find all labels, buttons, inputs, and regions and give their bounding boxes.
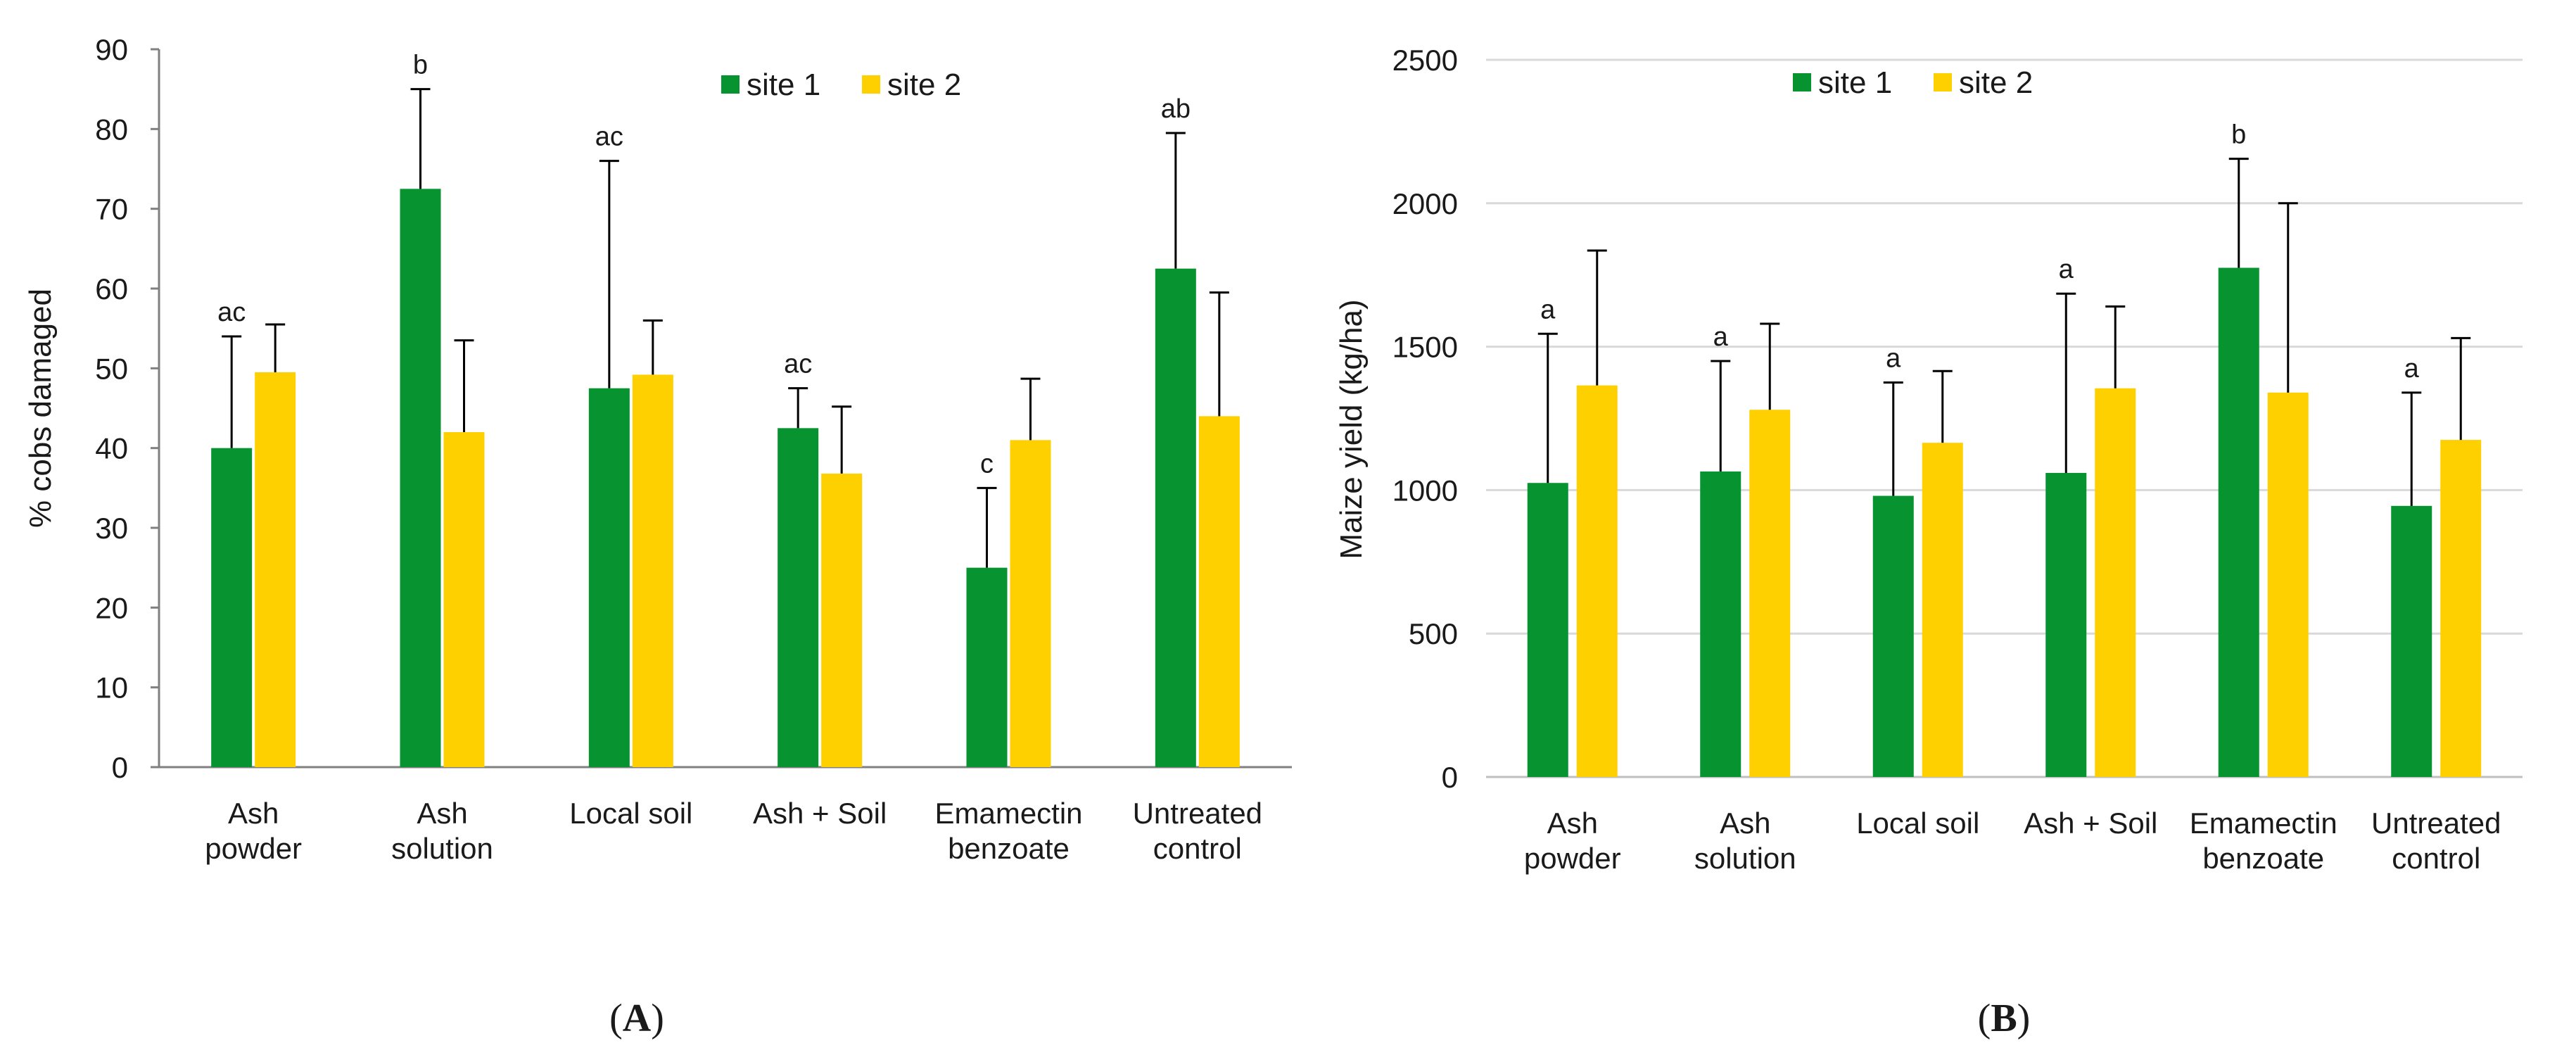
bar-site-1 (778, 428, 819, 767)
bar-site-2 (255, 372, 296, 767)
significance-letter: a (1713, 322, 1729, 352)
y-tick-label: 1500 (1392, 331, 1458, 364)
category-label: control (2392, 842, 2480, 875)
category-label: Untreated (2371, 807, 2501, 840)
category-label: Ash + Soil (753, 797, 887, 830)
bar-site-1 (1872, 495, 1914, 777)
y-tick-label: 0 (112, 751, 128, 784)
category-label: Emamectin (934, 797, 1082, 830)
significance-letter: a (1540, 295, 1556, 324)
significance-letter: a (2059, 255, 2074, 284)
category-label: Emamectin (2190, 807, 2337, 840)
panel-label-a: (A) (609, 997, 664, 1040)
significance-letter: ab (1161, 94, 1191, 124)
bar-site-2 (1576, 385, 1618, 777)
bar-site-1 (1700, 471, 1741, 777)
y-tick-label: 60 (95, 272, 128, 305)
category-label: Local soil (1856, 807, 1979, 840)
bar-site-1 (400, 189, 441, 767)
bar-site-2 (632, 374, 673, 767)
bar-site-1 (966, 567, 1008, 767)
bar-site-2 (443, 432, 485, 767)
y-tick-label: 30 (95, 512, 128, 545)
category-label: solution (1694, 842, 1796, 875)
y-tick-label: 2000 (1392, 187, 1458, 220)
legend-swatch (1793, 73, 1811, 91)
category-label: benzoate (2202, 842, 2324, 875)
significance-letter: ac (217, 298, 246, 327)
bar-site-1 (211, 448, 253, 767)
legend-label: site 2 (1959, 65, 2033, 100)
significance-letter: b (413, 51, 428, 80)
bar-site-2 (2095, 388, 2136, 777)
legend-swatch (862, 75, 880, 94)
category-label: Local soil (569, 797, 692, 830)
bar-site-2 (1198, 416, 1240, 767)
y-tick-label: 2500 (1392, 44, 1458, 77)
y-axis-label: Maize yield (kg/ha) (1334, 299, 1369, 559)
category-label: Ash (1720, 807, 1770, 840)
y-tick-label: 1000 (1392, 474, 1458, 507)
y-tick-label: 20 (95, 591, 128, 624)
y-tick-label: 90 (95, 33, 128, 66)
y-tick-label: 50 (95, 352, 128, 385)
significance-letter: a (1886, 344, 1901, 374)
category-label: solution (391, 832, 493, 865)
bar-site-1 (2218, 267, 2259, 777)
category-label: powder (1524, 842, 1621, 875)
category-label: Ash (1547, 807, 1598, 840)
y-tick-label: 500 (1409, 617, 1458, 650)
y-tick-label: 0 (1442, 761, 1458, 794)
category-label: control (1153, 832, 1242, 865)
legend-label: site 1 (1818, 65, 1892, 100)
significance-letter: ac (784, 350, 812, 379)
category-label: Ash (228, 797, 279, 830)
category-label: Untreated (1133, 797, 1262, 830)
bar-site-2 (1010, 440, 1051, 767)
category-label: Ash + Soil (2024, 807, 2157, 840)
bar-site-1 (2391, 505, 2432, 777)
bar-site-1 (1155, 268, 1196, 768)
significance-letter: ac (595, 122, 623, 152)
category-label: benzoate (948, 832, 1070, 865)
bar-site-2 (1749, 410, 1791, 777)
legend-label: site 2 (887, 68, 961, 102)
category-label: powder (205, 832, 302, 865)
y-tick-label: 10 (95, 671, 128, 704)
bar-site-1 (2045, 472, 2087, 777)
bar-site-1 (588, 388, 630, 767)
significance-letter: a (2404, 354, 2420, 384)
y-tick-label: 80 (95, 113, 128, 146)
legend-swatch (1934, 73, 1952, 91)
y-tick-label: 40 (95, 432, 128, 465)
significance-letter: c (980, 449, 994, 479)
bar-site-2 (2440, 440, 2482, 777)
chart-b-maize-yield: 0 500 1000 1500 2000 2500 Maize yield (kg/ha) a… (1334, 44, 2523, 875)
significance-letter: b (2231, 120, 2246, 150)
y-axis-label: % cobs damaged (23, 289, 58, 528)
category-label: Ash (417, 797, 467, 830)
bar-site-2 (821, 473, 863, 767)
panel-label-b: (B) (1978, 997, 2031, 1040)
bar-site-2 (2267, 392, 2309, 777)
legend-label: site 1 (747, 68, 820, 102)
bar-site-2 (1922, 443, 1963, 777)
legend-swatch (721, 75, 740, 94)
bar-site-1 (1527, 483, 1568, 777)
y-tick-label: 70 (95, 193, 128, 226)
